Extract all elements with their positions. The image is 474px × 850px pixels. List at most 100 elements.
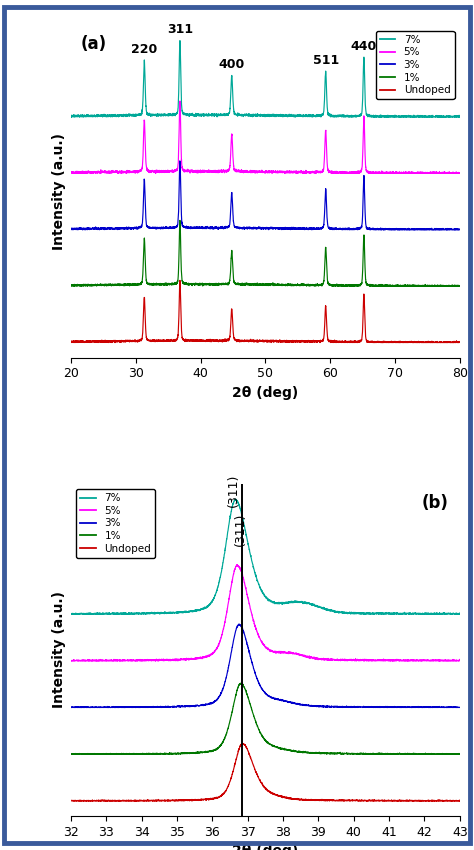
- 1%: [177, 215, 183, 225]
- 7%: [68, 112, 74, 122]
- 5%: [457, 655, 463, 666]
- Undoped: [68, 795, 74, 805]
- 5%: [408, 655, 413, 666]
- Undoped: [136, 796, 141, 806]
- 7%: [445, 112, 451, 122]
- 3%: [426, 224, 431, 235]
- 3%: [70, 224, 75, 235]
- 7%: [351, 111, 356, 122]
- 7%: [235, 111, 240, 122]
- 1%: [68, 280, 74, 290]
- Undoped: [457, 337, 463, 347]
- 1%: [218, 740, 223, 751]
- Undoped: [351, 337, 356, 347]
- 7%: [457, 609, 463, 620]
- 5%: [136, 655, 141, 666]
- 1%: [235, 279, 240, 289]
- 7%: [426, 111, 431, 122]
- Line: 7%: 7%: [71, 499, 460, 615]
- 5%: [113, 654, 118, 665]
- 7%: [68, 609, 74, 620]
- 3%: [408, 702, 413, 712]
- Undoped: [426, 337, 431, 347]
- 3%: [136, 702, 141, 712]
- 5%: [426, 168, 431, 178]
- 1%: [408, 749, 413, 759]
- 1%: [237, 678, 243, 689]
- Undoped: [235, 335, 240, 345]
- 5%: [68, 167, 74, 178]
- Line: 1%: 1%: [71, 220, 460, 286]
- 3%: [232, 222, 237, 232]
- Undoped: [232, 335, 237, 345]
- 3%: [457, 224, 463, 235]
- 5%: [234, 560, 240, 570]
- X-axis label: 2θ (deg): 2θ (deg): [232, 844, 299, 850]
- Text: 511: 511: [312, 54, 339, 67]
- Undoped: [234, 751, 240, 761]
- 1%: [234, 685, 240, 695]
- Line: 7%: 7%: [71, 41, 460, 117]
- 7%: [457, 112, 463, 122]
- Text: (b): (b): [421, 494, 448, 512]
- Undoped: [240, 739, 246, 749]
- 7%: [233, 494, 238, 504]
- 1%: [113, 749, 118, 759]
- 7%: [136, 608, 141, 618]
- 3%: [68, 224, 74, 235]
- 7%: [449, 609, 455, 619]
- 5%: [232, 165, 237, 175]
- 3%: [449, 702, 455, 712]
- 7%: [235, 496, 240, 507]
- 5%: [235, 167, 240, 177]
- 7%: [68, 609, 74, 619]
- 3%: [237, 619, 242, 629]
- Text: 440: 440: [351, 40, 377, 53]
- X-axis label: 2θ (deg): 2θ (deg): [232, 386, 299, 400]
- Line: 1%: 1%: [71, 683, 460, 754]
- 1%: [457, 280, 463, 291]
- Y-axis label: Intensity (a.u.): Intensity (a.u.): [52, 592, 65, 708]
- Line: 3%: 3%: [71, 624, 460, 707]
- 5%: [68, 655, 74, 666]
- Undoped: [449, 796, 455, 806]
- 1%: [232, 278, 237, 288]
- 3%: [457, 702, 463, 712]
- 5%: [449, 655, 455, 666]
- 3%: [351, 224, 356, 234]
- 3%: [113, 702, 118, 712]
- 1%: [457, 749, 463, 759]
- 5%: [217, 636, 223, 646]
- Y-axis label: Intensity (a.u.): Intensity (a.u.): [52, 133, 65, 250]
- 1%: [69, 281, 74, 292]
- 5%: [445, 168, 451, 178]
- Text: (311): (311): [227, 474, 240, 507]
- 1%: [445, 281, 451, 292]
- Undoped: [69, 337, 74, 348]
- 1%: [253, 279, 259, 289]
- 7%: [408, 608, 413, 618]
- 1%: [68, 749, 74, 759]
- Line: Undoped: Undoped: [71, 280, 460, 343]
- 3%: [234, 622, 240, 632]
- Legend: 7%, 5%, 3%, 1%, Undoped: 7%, 5%, 3%, 1%, Undoped: [76, 489, 155, 558]
- Line: 5%: 5%: [71, 101, 460, 173]
- Line: 5%: 5%: [71, 564, 460, 660]
- 1%: [426, 280, 431, 291]
- 3%: [445, 224, 451, 235]
- Text: 220: 220: [131, 43, 157, 56]
- Undoped: [408, 796, 413, 806]
- Text: (a): (a): [81, 36, 107, 54]
- 7%: [218, 572, 223, 582]
- Undoped: [177, 275, 183, 286]
- Text: 311: 311: [167, 23, 193, 37]
- Undoped: [113, 796, 118, 806]
- 3%: [68, 702, 74, 712]
- 5%: [351, 168, 356, 178]
- 1%: [69, 749, 74, 759]
- 1%: [136, 749, 141, 759]
- 1%: [351, 280, 356, 290]
- 3%: [177, 156, 183, 166]
- 7%: [232, 108, 237, 118]
- 5%: [253, 167, 259, 178]
